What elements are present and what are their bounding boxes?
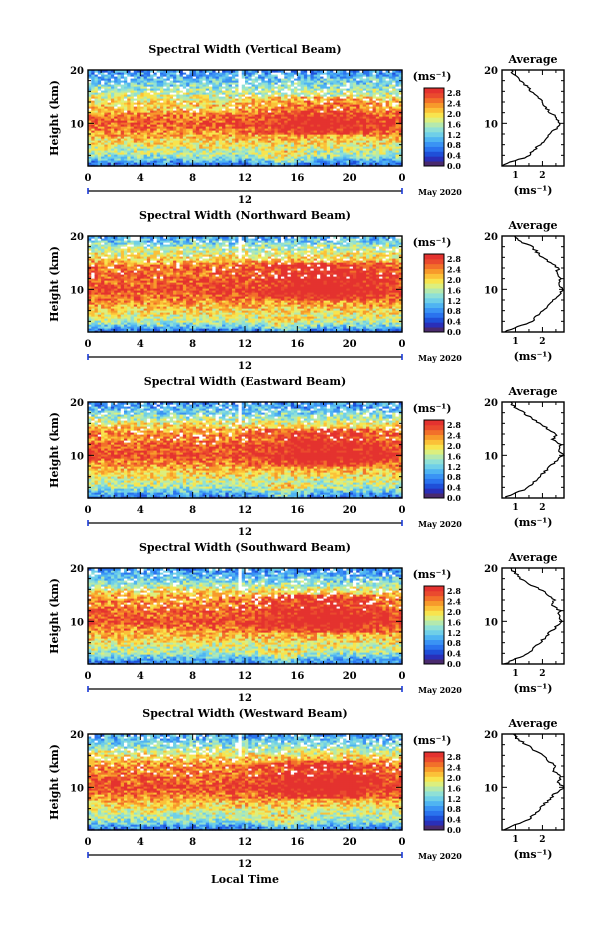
panel-1: Spectral Width (Vertical Beam)2010Height… [48,43,564,206]
spectral-width-figure: Spectral Width (Vertical Beam)2010Height… [0,0,616,933]
figure-canvas: Spectral Width (Vertical Beam)2010Height… [0,0,616,929]
panel-title: Spectral Width (Vertical Beam) [148,43,341,56]
heatmap [88,70,403,167]
